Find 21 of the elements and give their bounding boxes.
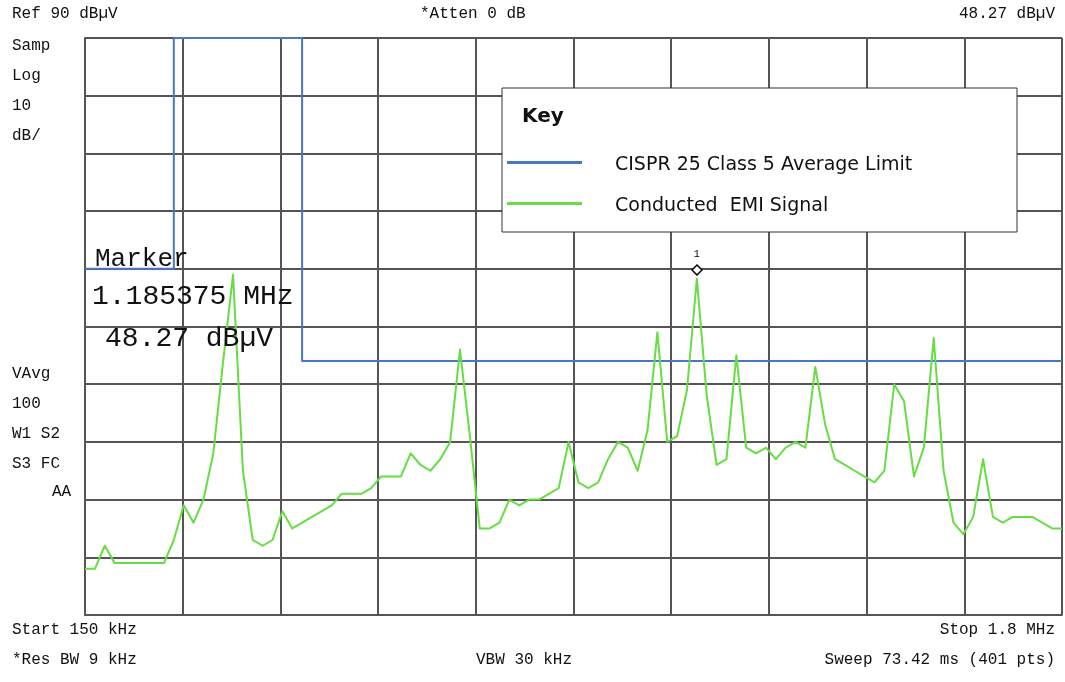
legend-title: Key xyxy=(522,103,564,127)
text: *Atten 0 dB xyxy=(420,5,526,23)
text: W1 S2 xyxy=(12,425,61,443)
text: Ref 90 dBµV xyxy=(12,5,119,23)
text: 10 xyxy=(12,97,32,115)
text: AA xyxy=(52,483,72,501)
text: Stop 1.8 MHz xyxy=(939,621,1055,639)
text: Samp xyxy=(12,37,51,55)
text: *Res BW 9 kHz xyxy=(12,651,137,669)
legend-label: Conducted EMI Signal xyxy=(615,192,829,215)
text: 100 xyxy=(12,395,41,413)
text: Start 150 kHz xyxy=(12,621,137,639)
text: Sweep 73.42 ms (401 pts) xyxy=(824,651,1055,669)
text: VBW 30 kHz xyxy=(476,651,573,669)
text: Log xyxy=(12,67,41,85)
legend-label: CISPR 25 Class 5 Average Limit xyxy=(615,151,913,174)
text: 48.27 dBµV xyxy=(958,5,1056,23)
text: dB/ xyxy=(12,127,41,145)
text: VAvg xyxy=(12,365,51,383)
annotation: 1 xyxy=(692,248,701,261)
text: S3 FC xyxy=(12,455,61,473)
